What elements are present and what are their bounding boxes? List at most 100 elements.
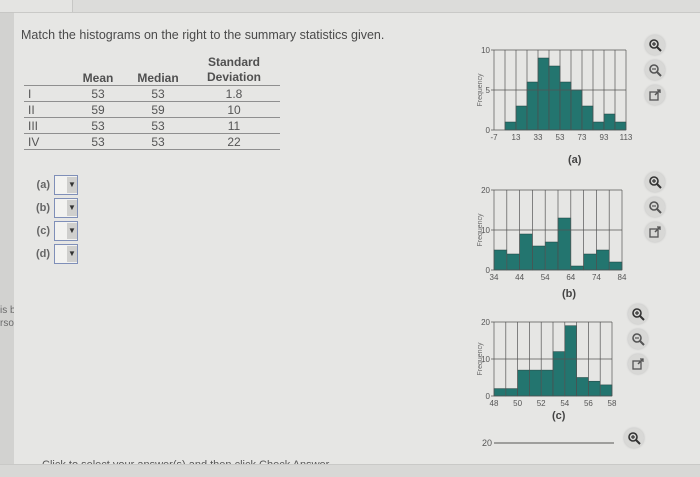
svg-text:10: 10: [481, 226, 490, 235]
mean-cell: 59: [68, 101, 128, 118]
answer-dropdown[interactable]: ▼: [54, 243, 78, 264]
dropdown-arrow-icon[interactable]: ▼: [67, 199, 77, 216]
svg-text:0: 0: [486, 126, 491, 135]
stats-row: II 59 59 10: [24, 101, 280, 118]
svg-text:113: 113: [620, 133, 633, 142]
histogram-a-tools: [645, 35, 665, 105]
svg-text:56: 56: [584, 399, 593, 408]
col-header-median: Median: [137, 71, 179, 85]
dropdown-arrow-icon[interactable]: ▼: [67, 245, 77, 262]
stats-row: I 53 53 1.8: [24, 85, 280, 102]
svg-text:Frequency: Frequency: [477, 213, 484, 247]
histogram-c: Frequency 0 10 20 48 50 52 54 56 58: [470, 312, 630, 410]
row-label: IV: [24, 133, 68, 150]
svg-text:Frequency: Frequency: [477, 342, 484, 376]
svg-text:20: 20: [481, 186, 490, 195]
svg-text:54: 54: [541, 273, 550, 282]
svg-text:0: 0: [486, 266, 491, 275]
svg-text:52: 52: [537, 399, 546, 408]
svg-text:20: 20: [481, 318, 490, 327]
row-label: III: [24, 117, 68, 134]
histogram-d-tools: [624, 428, 644, 448]
col-header-mean: Mean: [82, 71, 114, 85]
histogram-d-partial: 20: [470, 432, 620, 452]
zoom-in-icon[interactable]: [628, 304, 648, 324]
histogram-a-label: (a): [568, 154, 582, 166]
popout-icon[interactable]: [628, 354, 648, 374]
zoom-out-icon[interactable]: [645, 60, 665, 80]
answer-dropdown[interactable]: ▼: [54, 197, 78, 218]
svg-text:-7: -7: [490, 133, 498, 142]
answer-row: (c) ▼: [28, 219, 78, 242]
svg-text:34: 34: [490, 273, 499, 282]
sidebar-fragment: rson: [0, 318, 20, 329]
svg-text:Frequency: Frequency: [477, 73, 484, 107]
sd-cell: 1.8: [188, 85, 280, 102]
answer-row: (d) ▼: [28, 242, 78, 265]
row-label: II: [24, 101, 68, 118]
sd-cell: 10: [188, 101, 280, 118]
row-label: I: [24, 85, 68, 102]
left-sidebar-strip: is ba rson: [0, 0, 21, 476]
median-cell: 59: [128, 101, 188, 118]
svg-text:10: 10: [481, 46, 490, 55]
zoom-in-icon[interactable]: [645, 172, 665, 192]
svg-text:84: 84: [618, 273, 627, 282]
col-header-sd: Standard Deviation: [206, 55, 261, 84]
svg-text:50: 50: [513, 399, 522, 408]
answer-label: (a): [36, 178, 50, 191]
svg-text:93: 93: [600, 133, 609, 142]
answer-row: (a) ▼: [28, 173, 78, 196]
answer-dropdown[interactable]: ▼: [54, 174, 78, 195]
dropdown-arrow-icon[interactable]: ▼: [67, 176, 77, 193]
histogram-c-tools: [628, 304, 648, 374]
question-text: Match the histograms on the right to the…: [21, 28, 385, 42]
mean-cell: 53: [68, 117, 128, 134]
histogram-b-label: (b): [562, 288, 577, 300]
answer-dropdown[interactable]: ▼: [54, 220, 78, 241]
svg-text:33: 33: [534, 133, 543, 142]
median-cell: 53: [128, 133, 188, 150]
histogram-a: Frequency 0 5 10 -7 13 33 53 73 93 113: [470, 40, 650, 152]
bottom-bar: [0, 464, 700, 477]
mean-cell: 53: [68, 85, 128, 102]
median-cell: 53: [128, 117, 188, 134]
histogram-c-label: (c): [552, 410, 566, 422]
summary-stats-table: Mean Median Standard Deviation I 53 53 1.8 I…: [24, 55, 280, 150]
sd-cell: 22: [188, 133, 280, 150]
svg-text:10: 10: [481, 355, 490, 364]
svg-text:58: 58: [608, 399, 617, 408]
popout-icon[interactable]: [645, 222, 665, 242]
svg-text:5: 5: [486, 86, 491, 95]
answer-label: (c): [36, 224, 50, 237]
answer-label: (b): [35, 201, 50, 214]
sidebar-fragment: is ba: [0, 305, 22, 316]
col-header-row-label: [24, 55, 68, 86]
mean-cell: 53: [68, 133, 128, 150]
histogram-b: Frequency 0 10 20 34 44 54 64 74 84: [470, 180, 650, 284]
histogram-b-tools: [645, 172, 665, 242]
median-cell: 53: [128, 85, 188, 102]
zoom-out-icon[interactable]: [645, 197, 665, 217]
stats-row: IV 53 53 22: [24, 133, 280, 150]
answer-row: (b) ▼: [28, 196, 78, 219]
svg-text:48: 48: [490, 399, 499, 408]
svg-text:44: 44: [515, 273, 524, 282]
zoom-in-icon[interactable]: [645, 35, 665, 55]
svg-text:64: 64: [566, 273, 575, 282]
answer-label: (d): [35, 247, 50, 260]
zoom-out-icon[interactable]: [628, 329, 648, 349]
answer-selectors: (a) ▼ (b) ▼ (c) ▼ (d) ▼: [28, 173, 78, 265]
svg-text:74: 74: [592, 273, 601, 282]
zoom-in-icon[interactable]: [624, 428, 644, 448]
svg-text:0: 0: [486, 392, 491, 401]
svg-text:53: 53: [556, 133, 565, 142]
sd-cell: 11: [188, 117, 280, 134]
y-tick-label: 20: [482, 438, 492, 448]
stats-row: III 53 53 11: [24, 117, 280, 134]
svg-text:73: 73: [578, 133, 587, 142]
svg-text:54: 54: [560, 399, 569, 408]
svg-text:13: 13: [512, 133, 521, 142]
dropdown-arrow-icon[interactable]: ▼: [67, 222, 77, 239]
popout-icon[interactable]: [645, 85, 665, 105]
